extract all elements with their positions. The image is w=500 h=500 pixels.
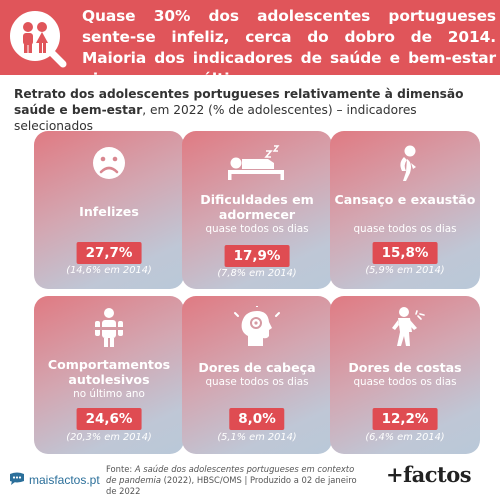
tired-person-icon <box>380 141 430 183</box>
indicator-note: quase todos os dias <box>353 376 457 388</box>
sad-face-icon <box>84 141 134 183</box>
indicator-previous: (5,1% em 2014) <box>217 432 297 443</box>
indicator-previous: (6,4% em 2014) <box>365 432 445 443</box>
indicator-previous: (20,3% em 2014) <box>66 432 152 443</box>
indicator-previous: (5,9% em 2014) <box>365 265 445 276</box>
indicator-title: Dores de cabeça <box>198 360 316 375</box>
indicator-title: Dificuldades em adormecer <box>200 192 314 222</box>
indicator-previous: (14,6% em 2014) <box>66 265 152 276</box>
card-dores-cabeca: Dores de cabeça quase todos os dias 8,0%… <box>182 296 332 454</box>
indicator-title: Dores de costas <box>348 360 462 375</box>
card-comportamentos-autolesivos: Comportamentos autolesivos no último ano… <box>34 296 184 454</box>
brand-logo: +factos <box>386 462 472 487</box>
indicator-title: Comportamentos autolesivos <box>47 357 171 387</box>
headline: Quase 30% dos adolescentes portugueses s… <box>82 7 496 88</box>
source-label: Fonte: <box>106 464 135 474</box>
indicator-title: Infelizes <box>79 204 139 219</box>
source-rest: (2022), HBSC/OMS | Produzido a 02 de jan… <box>106 475 357 496</box>
indicator-previous: (7,8% em 2014) <box>217 268 297 279</box>
indicator-note: quase todos os dias <box>353 223 457 235</box>
indicator-note: no último ano <box>73 388 145 400</box>
card-cansaco-exaustao: Cansaço e exaustão quase todos os dias 1… <box>330 131 480 289</box>
children-magnifier-icon <box>8 9 68 69</box>
headache-icon <box>232 304 282 348</box>
back-pain-icon <box>380 306 430 348</box>
card-infelizes: Infelizes 27,7% (14,6% em 2014) <box>34 131 184 289</box>
indicator-title: Cansaço e exaustão <box>334 192 476 207</box>
indicator-value: 27,7% <box>76 242 142 264</box>
indicator-value: 17,9% <box>224 245 290 267</box>
chart-subtitle: Retrato dos adolescentes portugueses rel… <box>14 86 492 134</box>
source-title: A saúde dos adolescentes portugueses em … <box>106 464 355 485</box>
indicator-value: 12,2% <box>372 408 438 430</box>
card-dificuldades-adormecer: Dificuldades em adormecer quase todos os… <box>182 131 332 289</box>
indicator-note: quase todos os dias <box>205 376 309 388</box>
header-banner: Quase 30% dos adolescentes portugueses s… <box>0 0 500 88</box>
site-logo-icon <box>8 471 26 490</box>
subtitle-bold: Retrato dos adolescentes portugueses rel… <box>14 87 464 117</box>
indicator-value: 8,0% <box>229 408 285 430</box>
person-in-bed-icon <box>222 141 292 183</box>
site-name: maisfactos.pt <box>29 473 100 487</box>
site-link[interactable]: maisfactos.pt <box>8 471 100 489</box>
indicator-note: quase todos os dias <box>205 223 309 235</box>
injured-person-icon <box>84 306 134 348</box>
subtitle-rest: , em 2022 (% de adolescentes) – indicado… <box>14 103 417 133</box>
card-dores-costas: Dores de costas quase todos os dias 12,2… <box>330 296 480 454</box>
source-note: Fonte: A saúde dos adolescentes portugue… <box>106 464 361 497</box>
indicator-value: 15,8% <box>372 242 438 264</box>
indicator-value: 24,6% <box>76 408 142 430</box>
